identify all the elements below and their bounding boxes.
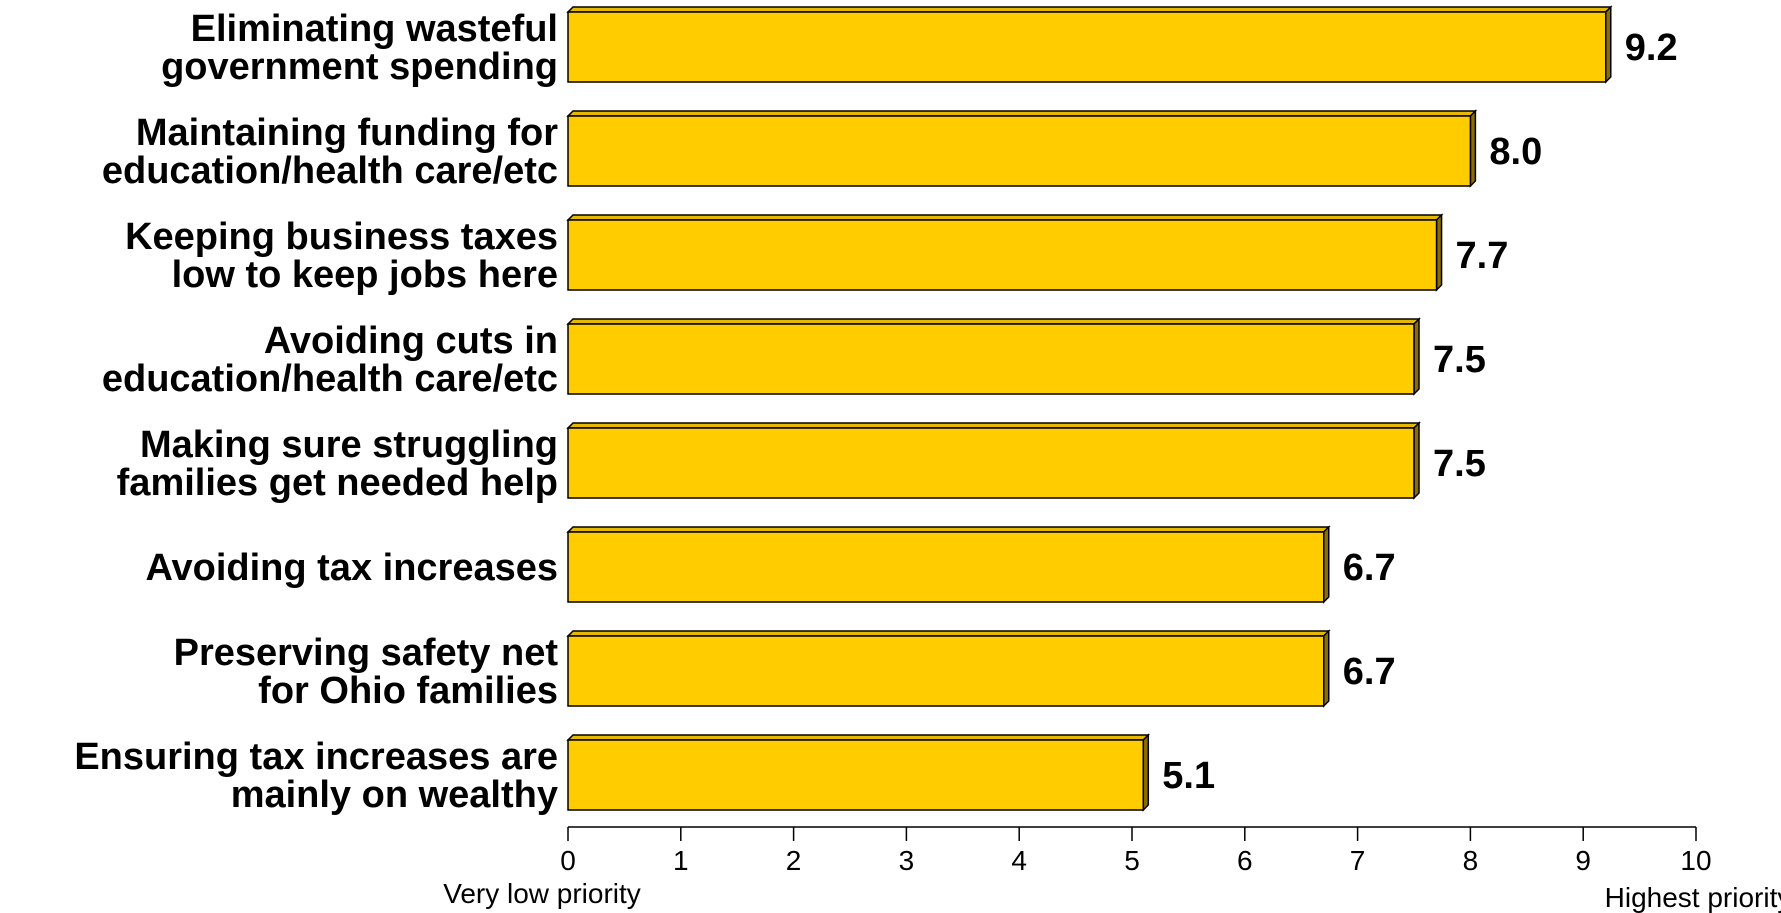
category-label: Preserving safety net [174, 632, 559, 674]
bars-layer [566, 5, 1613, 812]
bar [566, 525, 1331, 604]
x-tick-label: 2 [786, 845, 802, 876]
axis-low-end-label: Very low priority [443, 878, 641, 909]
bar-front-face [567, 531, 1325, 603]
bar-front-face [567, 427, 1415, 499]
bar-value-label: 7.5 [1433, 443, 1486, 485]
value-labels-layer: 9.2 8.0 7.7 7.5 7.5 6.7 6.7 5.1 [1162, 27, 1677, 797]
category-label: Eliminating wasteful [191, 8, 558, 50]
category-label: Maintaining funding for [136, 112, 558, 154]
category-label: families get needed help [117, 462, 558, 504]
x-tick-label: 9 [1575, 845, 1591, 876]
bar [566, 213, 1444, 292]
bar-value-label: 9.2 [1625, 27, 1678, 69]
x-tick-label: 8 [1463, 845, 1479, 876]
bar-front-face [567, 219, 1438, 291]
category-label: low to keep jobs here [172, 254, 558, 296]
x-tick-label: 6 [1237, 845, 1253, 876]
bar-value-label: 5.1 [1162, 755, 1215, 797]
bar [566, 421, 1421, 500]
bar-side-face [1435, 213, 1443, 292]
bar-front-face [567, 115, 1472, 187]
bar-front-face [567, 11, 1607, 83]
bar [566, 733, 1151, 812]
category-label: government spending [161, 46, 558, 88]
bar-value-label: 8.0 [1489, 131, 1542, 173]
bar-front-face [567, 323, 1415, 395]
bar-front-face [567, 739, 1145, 811]
x-tick-label: 7 [1350, 845, 1366, 876]
x-tick-label: 5 [1124, 845, 1140, 876]
bar-value-label: 7.7 [1456, 235, 1509, 277]
bar-value-label: 7.5 [1433, 339, 1486, 381]
category-label: for Ohio families [258, 670, 558, 712]
x-axis: 0 1 2 3 4 5 6 7 8 9 10 [560, 826, 1712, 876]
x-tick-label: 1 [673, 845, 689, 876]
category-label: Avoiding tax increases [145, 547, 558, 589]
bar [566, 629, 1331, 708]
category-label: mainly on wealthy [231, 774, 558, 816]
x-tick-label: 10 [1680, 845, 1711, 876]
category-label: Avoiding cuts in [264, 320, 558, 362]
x-tick-label: 3 [899, 845, 915, 876]
bar [566, 317, 1421, 396]
bar-front-face [567, 635, 1325, 707]
category-label: education/health care/etc [102, 358, 558, 400]
axis-high-end-label: Highest priority [1605, 882, 1781, 913]
bar [566, 5, 1613, 84]
category-label: education/health care/etc [102, 150, 558, 192]
bar-value-label: 6.7 [1343, 651, 1396, 693]
category-label: Keeping business taxes [125, 216, 558, 258]
bar [566, 109, 1478, 188]
category-label: Ensuring tax increases are [74, 736, 558, 778]
x-tick-label: 0 [560, 845, 576, 876]
x-tick-label: 4 [1011, 845, 1027, 876]
category-label: Making sure struggling [140, 424, 558, 466]
bar-value-label: 6.7 [1343, 547, 1396, 589]
